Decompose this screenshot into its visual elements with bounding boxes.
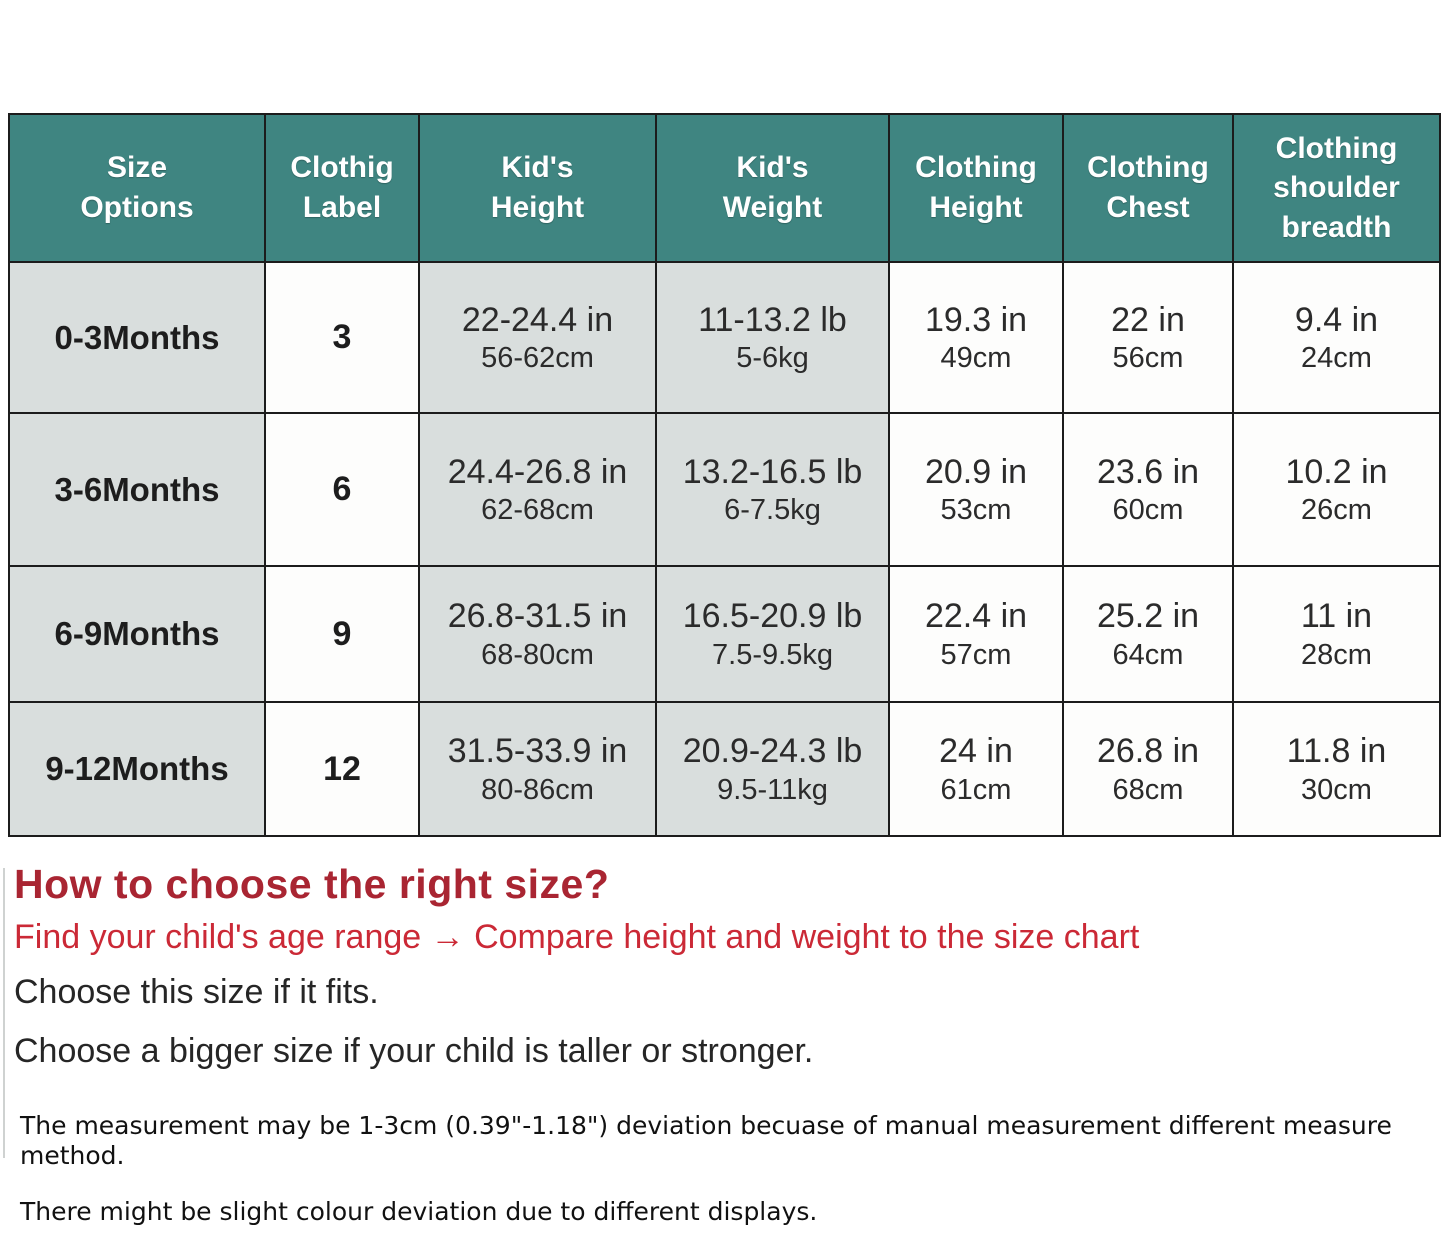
value-inches: 11 in <box>1300 597 1373 636</box>
value-cm: 80-86cm <box>481 773 594 806</box>
header-shoulder-breadth: Clothing shoulder breadth <box>1232 113 1441 263</box>
kids-height-cell: 24.4-26.8 in 62-68cm <box>418 412 657 567</box>
age-range-instruction: Find your child's age range → Compare he… <box>14 918 1140 957</box>
clothing-chest-cell: 26.8 in 68cm <box>1062 701 1234 837</box>
clothing-label-cell: 6 <box>264 412 420 567</box>
clothing-label-cell: 3 <box>264 261 420 414</box>
table-row: 0-3Months 3 22-24.4 in 56-62cm 11-13.2 l… <box>8 261 1441 414</box>
value-inches: 10.2 in <box>1285 452 1388 491</box>
how-to-choose-title: How to choose the right size? <box>14 861 610 907</box>
header-clothing-chest: Clothing Chest <box>1062 113 1234 263</box>
value-cm: 57cm <box>940 638 1012 671</box>
table-row: 9-12Months 12 31.5-33.9 in 80-86cm 20.9-… <box>8 701 1441 837</box>
value-cm: 49cm <box>940 342 1012 375</box>
kids-weight-cell: 16.5-20.9 lb 7.5-9.5kg <box>655 565 890 703</box>
clothing-height-cell: 22.4 in 57cm <box>888 565 1064 703</box>
colour-deviation-note: There might be slight colour deviation d… <box>20 1196 818 1226</box>
shoulder-breadth-cell: 11.8 in 30cm <box>1232 701 1441 837</box>
value-inches: 24.4-26.8 in <box>447 452 628 491</box>
value-cm: 60cm <box>1112 494 1184 527</box>
value-lb: 13.2-16.5 lb <box>682 452 863 491</box>
value-cm: 28cm <box>1301 638 1372 671</box>
measurement-deviation-note: The measurement may be 1-3cm (0.39"-1.18… <box>20 1110 1392 1170</box>
table-row: 3-6Months 6 24.4-26.8 in 62-68cm 13.2-16… <box>8 412 1441 567</box>
value-cm: 61cm <box>940 773 1012 806</box>
value-kg: 5-6kg <box>736 342 809 375</box>
value-lb: 16.5-20.9 lb <box>682 597 863 636</box>
header-kids-height: Kid's Height <box>418 113 657 263</box>
sizing-notes-section: How to choose the right size? Find your … <box>14 861 1434 1253</box>
size-option-cell: 6-9Months <box>8 565 266 703</box>
shoulder-breadth-cell: 9.4 in 24cm <box>1232 261 1441 414</box>
shoulder-breadth-cell: 11 in 28cm <box>1232 565 1441 703</box>
value-inches: 11.8 in <box>1286 732 1387 771</box>
value-inches: 9.4 in <box>1294 300 1379 339</box>
size-chart-table: Size Options Clothig Label Kid's Height … <box>8 113 1441 837</box>
table-row: 6-9Months 9 26.8-31.5 in 68-80cm 16.5-20… <box>8 565 1441 703</box>
kids-weight-cell: 20.9-24.3 lb 9.5-11kg <box>655 701 890 837</box>
value-cm: 56cm <box>1112 342 1184 375</box>
value-inches: 22-24.4 in <box>461 300 614 339</box>
value-inches: 24 in <box>939 732 1013 771</box>
size-option-cell: 9-12Months <box>8 701 266 837</box>
value-inches: 22.4 in <box>924 597 1028 636</box>
clothing-chest-cell: 23.6 in 60cm <box>1062 412 1234 567</box>
value-inches: 25.2 in <box>1096 597 1200 636</box>
value-cm: 64cm <box>1112 638 1184 671</box>
clothing-chest-cell: 25.2 in 64cm <box>1062 565 1234 703</box>
header-clothing-height: Clothing Height <box>888 113 1064 263</box>
size-option-cell: 3-6Months <box>8 412 266 567</box>
clothing-chest-cell: 22 in 56cm <box>1062 261 1234 414</box>
value-cm: 62-68cm <box>481 494 594 527</box>
kids-weight-cell: 11-13.2 lb 5-6kg <box>655 261 890 414</box>
kids-height-cell: 26.8-31.5 in 68-80cm <box>418 565 657 703</box>
fit-instruction: Choose this size if it fits. <box>14 972 379 1011</box>
value-cm: 56-62cm <box>481 342 594 375</box>
value-inches: 23.6 in <box>1096 452 1200 491</box>
value-inches: 20.9 in <box>924 452 1028 491</box>
value-kg: 6-7.5kg <box>724 494 821 527</box>
kids-height-cell: 22-24.4 in 56-62cm <box>418 261 657 414</box>
shoulder-breadth-cell: 10.2 in 26cm <box>1232 412 1441 567</box>
header-size-options: Size Options <box>8 113 266 263</box>
value-cm: 24cm <box>1301 342 1372 375</box>
left-edge-artifact-line <box>3 868 5 1158</box>
value-kg: 7.5-9.5kg <box>712 638 833 671</box>
kids-height-cell: 31.5-33.9 in 80-86cm <box>418 701 657 837</box>
bigger-size-instruction: Choose a bigger size if your child is ta… <box>14 1031 814 1070</box>
value-inches: 19.3 in <box>924 300 1028 339</box>
value-inches: 31.5-33.9 in <box>447 732 628 771</box>
size-option-cell: 0-3Months <box>8 261 266 414</box>
value-cm: 30cm <box>1301 773 1372 806</box>
value-inches: 26.8-31.5 in <box>447 597 628 636</box>
clothing-height-cell: 19.3 in 49cm <box>888 261 1064 414</box>
header-clothing-label: Clothig Label <box>264 113 420 263</box>
value-cm: 68-80cm <box>481 638 594 671</box>
clothing-height-cell: 20.9 in 53cm <box>888 412 1064 567</box>
value-kg: 9.5-11kg <box>717 773 828 806</box>
clothing-label-cell: 9 <box>264 565 420 703</box>
clothing-height-cell: 24 in 61cm <box>888 701 1064 837</box>
value-inches: 26.8 in <box>1096 732 1200 771</box>
clothing-label-cell: 12 <box>264 701 420 837</box>
value-cm: 68cm <box>1112 773 1184 806</box>
header-kids-weight: Kid's Weight <box>655 113 890 263</box>
value-cm: 53cm <box>940 494 1012 527</box>
value-lb: 11-13.2 lb <box>698 300 847 339</box>
value-lb: 20.9-24.3 lb <box>682 732 863 771</box>
header-row: Size Options Clothig Label Kid's Height … <box>8 113 1441 263</box>
value-cm: 26cm <box>1301 494 1372 527</box>
disclaimer-notes: The measurement may be 1-3cm (0.39"-1.18… <box>14 1111 1434 1227</box>
value-inches: 22 in <box>1111 300 1185 339</box>
kids-weight-cell: 13.2-16.5 lb 6-7.5kg <box>655 412 890 567</box>
